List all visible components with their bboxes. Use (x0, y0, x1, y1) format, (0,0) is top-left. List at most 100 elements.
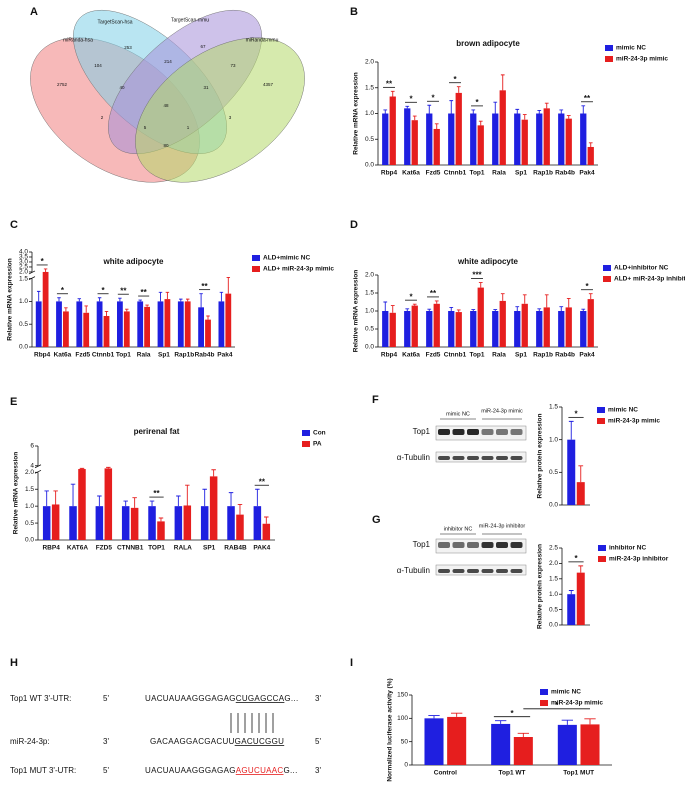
bar (121, 506, 130, 540)
bar (104, 468, 113, 540)
x-tick-label: Rbp4 (381, 170, 398, 177)
significance-label: ** (153, 489, 160, 498)
bar (262, 523, 271, 540)
bar (200, 506, 209, 540)
y-tick-label: 1.0 (25, 503, 34, 510)
error-bar (206, 315, 210, 320)
error-bar (522, 114, 527, 120)
x-tick-label: Rbp4 (34, 352, 51, 359)
legend-label: miR-24-3p mimic (608, 418, 660, 425)
error-bar (537, 308, 542, 311)
error-bar (179, 298, 183, 302)
blot-band (496, 456, 508, 460)
venn-count: 214 (164, 59, 172, 64)
error-bar (522, 294, 527, 304)
x-tick-label: Rap1b (174, 352, 194, 359)
x-tick-label: Rala (492, 352, 506, 359)
error-bar (228, 492, 234, 507)
venn-count: 5 (144, 125, 147, 130)
lane-label: miR-24-3p inhibitor (479, 523, 526, 529)
bar (455, 312, 462, 347)
error-bar (97, 495, 102, 507)
blot-band (510, 569, 523, 573)
error-bar (383, 301, 388, 311)
error-bar (515, 306, 520, 311)
x-tick-label: KAT6A (67, 545, 88, 552)
bar (42, 271, 49, 347)
bar (137, 301, 144, 347)
blot-band (438, 569, 450, 573)
error-bar (493, 101, 498, 114)
error-bar (471, 109, 476, 114)
significance-label: ** (259, 477, 266, 486)
y-tick-label: 1.5 (549, 576, 558, 583)
bar (183, 505, 192, 540)
y-tick-label: 2.0 (365, 59, 374, 66)
error-bar (118, 297, 122, 302)
x-tick-label: Rab4b (555, 352, 575, 359)
error-bar (584, 718, 596, 725)
error-bar (104, 310, 109, 316)
bar (218, 301, 225, 347)
blot-band (496, 569, 508, 573)
venn-count: 2752 (57, 82, 68, 87)
bar (565, 307, 572, 347)
y-tick-label: 0.5 (549, 469, 558, 476)
y-axis-label: Relative protein expression (537, 544, 544, 629)
legend-swatch (605, 56, 613, 62)
bar (63, 311, 69, 347)
y-tick-label: 1.5 (19, 275, 28, 282)
y-tick-label: 6 (30, 443, 34, 450)
significance-label: ** (386, 79, 393, 88)
x-tick-label: TOP1 (148, 545, 165, 552)
blot-band (452, 542, 465, 548)
x-tick-label: Fzd5 (75, 352, 90, 359)
band-label: α-Tubulin (397, 566, 430, 575)
bar (448, 311, 455, 347)
error-bar (199, 293, 203, 308)
error-bar (495, 720, 507, 724)
error-bar (500, 293, 505, 301)
significance-label: * (453, 75, 457, 84)
bar (69, 506, 77, 540)
error-bar (588, 293, 593, 300)
y-tick-label: 0.0 (549, 502, 558, 509)
error-bar (383, 109, 388, 114)
venn-count: 67 (200, 44, 206, 49)
error-bar (449, 306, 454, 311)
x-tick-label: FZD5 (96, 545, 113, 552)
bar (76, 301, 83, 347)
y-tick-label: 1.0 (365, 308, 374, 315)
bar (543, 108, 550, 165)
x-tick-label: Top1 (469, 170, 484, 177)
x-tick-label: RAB4B (224, 545, 247, 552)
error-bar (77, 298, 82, 302)
sequence-part: CUGAGCCA (236, 694, 285, 703)
significance-label: * (409, 94, 413, 103)
blot-band (481, 569, 494, 573)
bar (587, 299, 594, 347)
y-tick-label: 2.0 (25, 469, 34, 476)
error-bar (176, 495, 181, 507)
significance-label: * (574, 409, 578, 418)
x-tick-label: Rab4b (555, 170, 575, 177)
error-bar (185, 298, 190, 302)
bar (389, 312, 396, 347)
error-bar (566, 115, 571, 119)
bar (491, 723, 511, 765)
error-bar (36, 290, 41, 302)
axis-break (28, 270, 36, 280)
error-bar (202, 488, 207, 507)
legend-swatch (598, 556, 606, 562)
y-tick-label: 1.0 (549, 591, 558, 598)
bar (499, 90, 506, 165)
significance-label: * (61, 286, 65, 295)
bar (477, 125, 484, 165)
blot-band (467, 569, 479, 573)
sequence-part: GACUCGGU (235, 737, 285, 746)
significance-label: ** (584, 94, 591, 103)
x-tick-label: Fzd5 (426, 170, 441, 177)
bar (455, 92, 462, 165)
error-bar (165, 291, 170, 300)
sequence-part: G... (284, 694, 298, 703)
